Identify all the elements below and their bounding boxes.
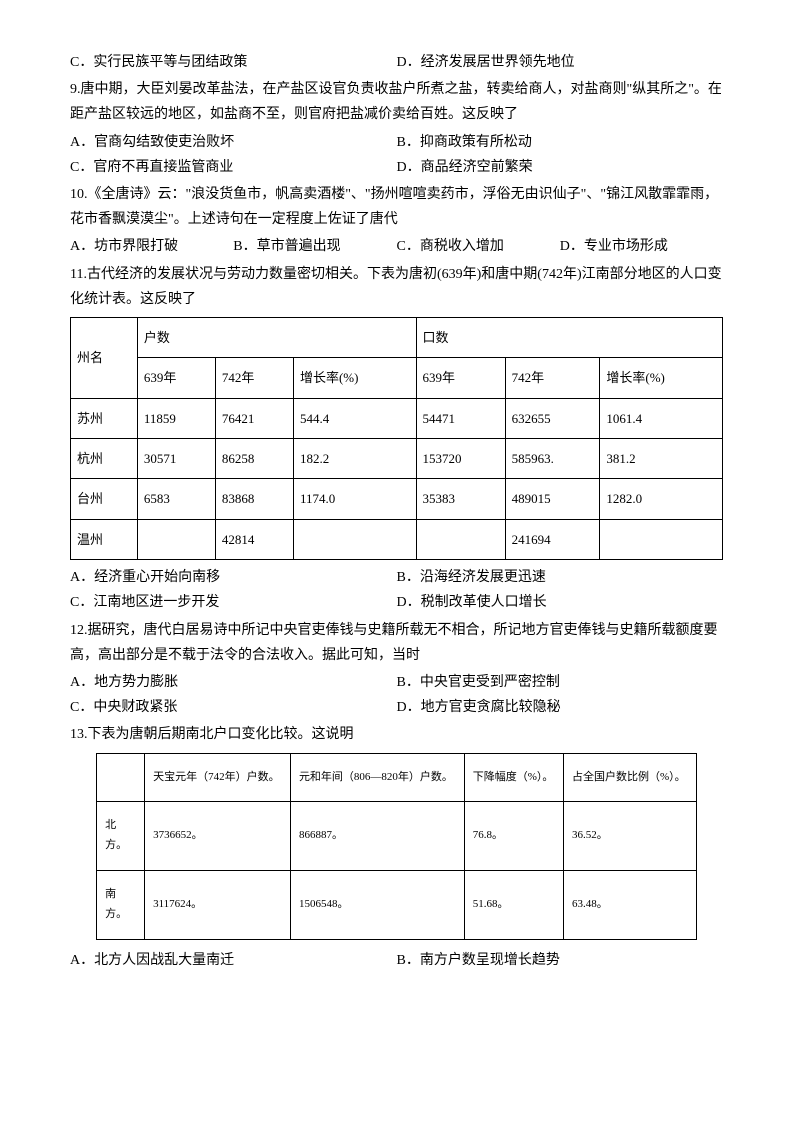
- table-cell: 11859: [137, 398, 215, 438]
- table-cell: 1174.0: [293, 479, 416, 519]
- t1-kou: 口数: [416, 317, 722, 357]
- q11-opt-b: B．沿海经济发展更迅速: [397, 565, 724, 590]
- q10-opt-d: D．专业市场形成: [560, 234, 723, 259]
- table-cell: 54471: [416, 398, 505, 438]
- table-cell: 76421: [215, 398, 293, 438]
- t2-r1-2: 866887。: [290, 802, 464, 871]
- table-cell: 632655: [505, 398, 600, 438]
- t2-blank: [97, 753, 145, 802]
- table-cell: 489015: [505, 479, 600, 519]
- q10-opt-b: B．草市普遍出现: [233, 234, 396, 259]
- table-cell: 86258: [215, 439, 293, 479]
- t1-h742a: 742年: [215, 358, 293, 398]
- table-cell: 241694: [505, 519, 600, 559]
- q10-opt-a: A．坊市界限打破: [70, 234, 233, 259]
- t1-hu: 户数: [137, 317, 416, 357]
- t2-r2-2: 1506548。: [290, 870, 464, 939]
- q11-opt-d: D．税制改革使人口增长: [397, 590, 724, 615]
- t2-r1-1: 3736652。: [145, 802, 291, 871]
- q13-opt-a: A．北方人因战乱大量南迁: [70, 948, 397, 973]
- q13-text: 13.下表为唐朝后期南北户口变化比较。这说明: [70, 722, 723, 747]
- t2-h4: 占全国户数比例（%）。: [564, 753, 697, 802]
- t1-h742b: 742年: [505, 358, 600, 398]
- table-1: 州名 户数 口数 639年 742年 增长率(%) 639年 742年 增长率(…: [70, 317, 723, 560]
- table-cell: 585963.: [505, 439, 600, 479]
- t2-r1-3: 76.8。: [464, 802, 563, 871]
- q9-opt-c: C．官府不再直接监管商业: [70, 155, 397, 180]
- table-cell: 153720: [416, 439, 505, 479]
- q9-text: 9.唐中期，大臣刘晏改革盐法，在产盐区设官负责收盐户所煮之盐，转卖给商人，对盐商…: [70, 77, 723, 127]
- table-cell: 苏州: [71, 398, 138, 438]
- table-cell: 182.2: [293, 439, 416, 479]
- q11-opt-c: C．江南地区进一步开发: [70, 590, 397, 615]
- q12-opt-d: D．地方官吏贪腐比较隐秘: [397, 695, 724, 720]
- table-cell: 42814: [215, 519, 293, 559]
- t1-h639b: 639年: [416, 358, 505, 398]
- t2-r1-4: 36.52。: [564, 802, 697, 871]
- q9-opt-b: B．抑商政策有所松动: [397, 130, 724, 155]
- t2-h2: 元和年间（806—820年）户数。: [290, 753, 464, 802]
- table-cell: 544.4: [293, 398, 416, 438]
- table-cell: 杭州: [71, 439, 138, 479]
- q9-opt-a: A．官商勾结致使吏治败坏: [70, 130, 397, 155]
- q10-text: 10.《全唐诗》云："浪没货鱼市，帆高卖酒楼"、"扬州喧喧卖药市，浮俗无由识仙子…: [70, 182, 723, 232]
- table-cell: 30571: [137, 439, 215, 479]
- table-cell: 温州: [71, 519, 138, 559]
- table-cell: 381.2: [600, 439, 723, 479]
- t2-r2-1: 3117624。: [145, 870, 291, 939]
- t1-state: 州名: [71, 317, 138, 398]
- q10-opt-c: C．商税收入增加: [397, 234, 560, 259]
- t1-rateb: 增长率(%): [600, 358, 723, 398]
- q11-opt-a: A．经济重心开始向南移: [70, 565, 397, 590]
- table-cell: [293, 519, 416, 559]
- t1-h639a: 639年: [137, 358, 215, 398]
- q12-text: 12.据研究，唐代白居易诗中所记中央官吏俸钱与史籍所载无不相合，所记地方官吏俸钱…: [70, 618, 723, 668]
- table-2: 天宝元年（742年）户数。 元和年间（806—820年）户数。 下降幅度（%）。…: [96, 753, 697, 940]
- t1-ratea: 增长率(%): [293, 358, 416, 398]
- q12-opt-b: B．中央官吏受到严密控制: [397, 670, 724, 695]
- q13-opt-b: B．南方户数呈现增长趋势: [397, 948, 724, 973]
- q8-opt-c: C．实行民族平等与团结政策: [70, 50, 397, 75]
- table-cell: 83868: [215, 479, 293, 519]
- t2-h3: 下降幅度（%）。: [464, 753, 563, 802]
- table-cell: 1061.4: [600, 398, 723, 438]
- table-cell: [137, 519, 215, 559]
- table-cell: 1282.0: [600, 479, 723, 519]
- table-cell: 6583: [137, 479, 215, 519]
- q9-opt-d: D．商品经济空前繁荣: [397, 155, 724, 180]
- table-cell: [600, 519, 723, 559]
- t2-r2-0: 南方。: [97, 870, 145, 939]
- q8-opt-d: D．经济发展居世界领先地位: [397, 50, 724, 75]
- t2-h1: 天宝元年（742年）户数。: [145, 753, 291, 802]
- t2-r2-4: 63.48。: [564, 870, 697, 939]
- t2-r2-3: 51.68。: [464, 870, 563, 939]
- q12-opt-a: A．地方势力膨胀: [70, 670, 397, 695]
- q11-text: 11.古代经济的发展状况与劳动力数量密切相关。下表为唐初(639年)和唐中期(7…: [70, 262, 723, 312]
- q12-opt-c: C．中央财政紧张: [70, 695, 397, 720]
- t2-r1-0: 北方。: [97, 802, 145, 871]
- table-cell: 35383: [416, 479, 505, 519]
- table-cell: [416, 519, 505, 559]
- table-cell: 台州: [71, 479, 138, 519]
